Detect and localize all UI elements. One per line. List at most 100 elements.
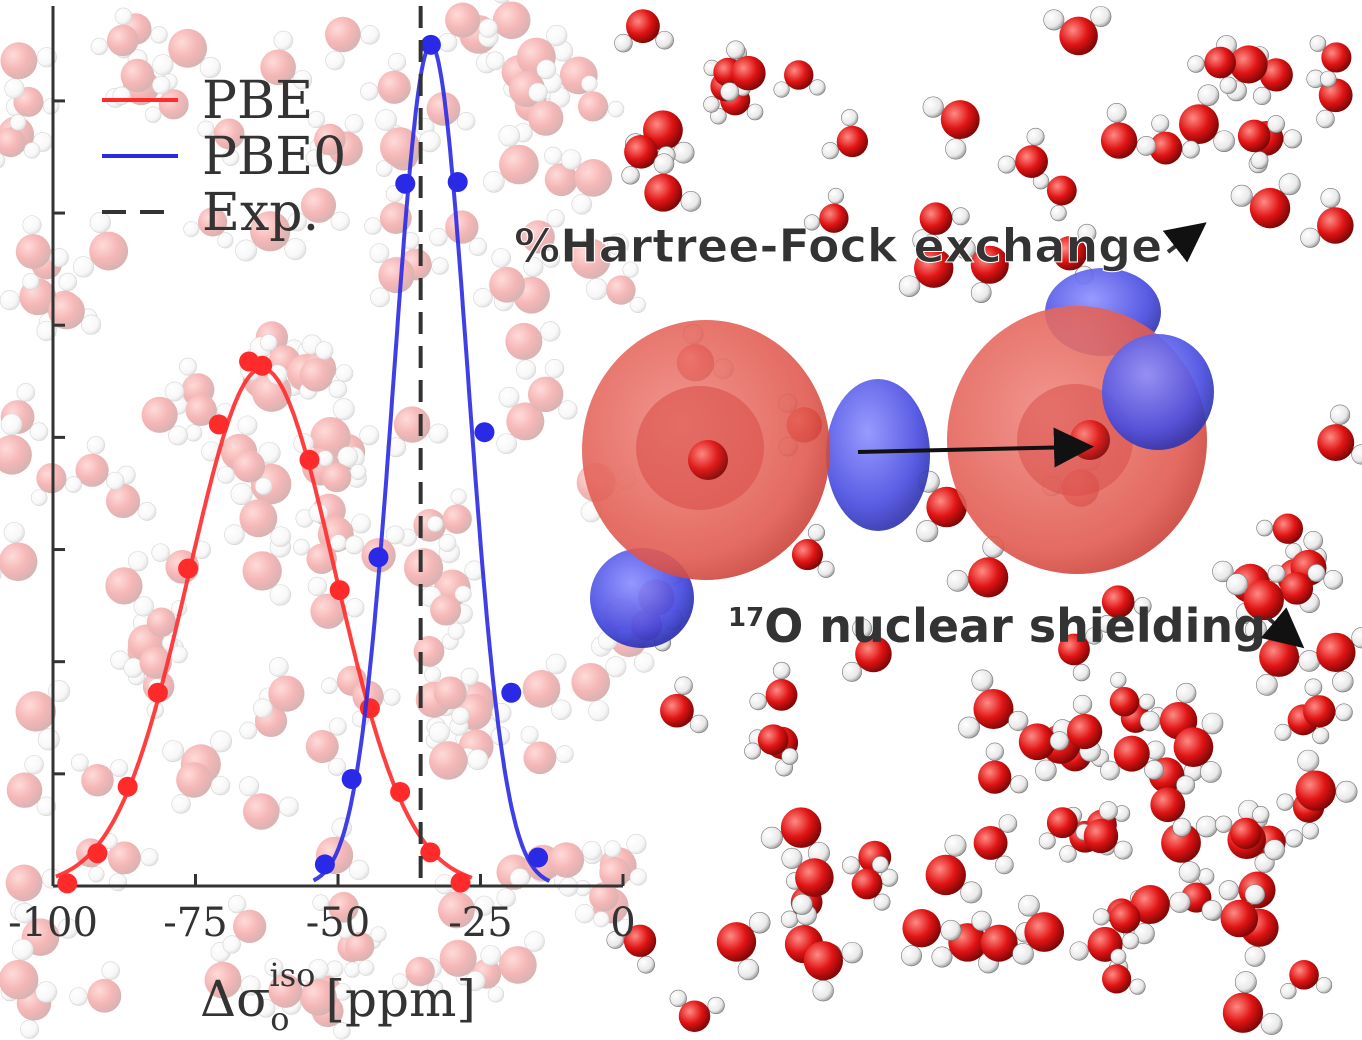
hydrogen-atom <box>1122 932 1140 950</box>
hydrogen-atom <box>4 78 25 99</box>
hydrogen-atom <box>560 149 582 170</box>
data-point <box>420 34 441 55</box>
hydrogen-atom <box>30 489 48 506</box>
hydrogen-atom <box>1256 674 1278 696</box>
water-molecule-faded <box>222 895 267 954</box>
water-molecule <box>1295 749 1358 811</box>
hydrogen-atom <box>330 534 347 551</box>
hydrogen-atom <box>916 520 939 543</box>
hydrogen-atom <box>337 446 359 467</box>
hydrogen-atom <box>1008 710 1029 731</box>
hydrogen-atom <box>150 26 168 44</box>
water-molecule-faded <box>577 75 625 122</box>
hydrogen-atom <box>985 742 1004 761</box>
oxygen-atom <box>1317 424 1355 462</box>
oxygen-atom <box>0 127 26 158</box>
water-molecule <box>1043 6 1112 56</box>
water-molecule <box>744 724 799 765</box>
hydrogen-atom <box>540 321 561 342</box>
hydrogen-atom <box>1172 817 1192 837</box>
hydrogen-atom <box>494 0 510 4</box>
hydrogen-atom <box>1175 682 1197 704</box>
hydrogen-atom <box>29 422 49 441</box>
hydrogen-atom <box>164 381 185 402</box>
hydrogen-atom <box>496 433 518 455</box>
blue-lobe-middle <box>826 379 930 531</box>
hydrogen-atom <box>1100 760 1120 781</box>
oxygen-atom <box>940 100 980 139</box>
hydrogen-atom <box>922 234 941 253</box>
hydrogen-atom <box>268 657 289 677</box>
oxygen-atom <box>1024 912 1065 952</box>
hydrogen-atom <box>515 359 537 380</box>
hydrogen-atom <box>217 232 234 249</box>
data-point <box>501 682 522 703</box>
hydrogen-atom <box>254 477 273 496</box>
hydrogen-atom <box>210 730 233 753</box>
water-molecule <box>803 941 863 1002</box>
oxygen-atom <box>1272 513 1304 544</box>
hydrogen-atom <box>1309 35 1327 52</box>
hydrogen-atom <box>626 833 647 855</box>
water-molecule <box>660 676 709 734</box>
oxygen-atom <box>1237 119 1271 153</box>
hydrogen-atom <box>1267 115 1285 133</box>
hydrogen-atom <box>1139 710 1161 732</box>
hydrogen-atom <box>1133 597 1152 615</box>
oxygen-atom <box>527 376 564 413</box>
oxygen-atom <box>445 210 479 244</box>
oxygen-atom <box>105 567 143 605</box>
hydrogen-atom <box>49 248 69 268</box>
hydrogen-atom <box>1215 815 1233 833</box>
hydrogen-atom <box>487 986 505 1003</box>
water-molecule <box>1173 712 1224 783</box>
hydrogen-atom <box>179 357 197 376</box>
water-molecule <box>997 127 1048 178</box>
hydrogen-atom <box>807 524 825 542</box>
oxygen-atom <box>1280 572 1314 605</box>
water-molecule-faded <box>260 30 313 90</box>
water-molecule-faded <box>521 209 565 268</box>
hydrogen-atom <box>133 596 154 617</box>
water-molecule <box>1109 671 1156 717</box>
oxygen-atom <box>6 772 43 808</box>
hydrogen-atom <box>827 187 844 205</box>
water-molecule <box>1012 894 1065 965</box>
legend-entry: PBE <box>102 71 313 131</box>
water-molecule <box>669 989 725 1032</box>
oxygen-atom <box>660 693 694 728</box>
oxygen-atom <box>299 358 334 392</box>
hydrogen-atom <box>1201 712 1224 735</box>
hydrogen-atom <box>239 776 260 797</box>
hydrogen-atom <box>958 716 980 739</box>
hydrogen-atom <box>65 476 82 493</box>
hydrogen-atom <box>351 513 371 534</box>
water-molecule <box>1058 627 1103 682</box>
water-molecule <box>1149 114 1200 165</box>
water-molecule-faded <box>391 956 444 997</box>
hydrogen-atom <box>1077 223 1097 243</box>
hydrogen-atom <box>307 110 326 129</box>
oxygen-atom <box>970 245 1009 284</box>
hydrogen-atom <box>199 56 221 79</box>
oxygen-atom <box>232 450 266 483</box>
oxygen-atom <box>978 760 1012 794</box>
hydrogen-atom <box>931 946 953 968</box>
oxygen-atom <box>757 724 789 756</box>
water-molecule-faded <box>0 938 58 1003</box>
hydrogen-atom <box>1280 983 1297 1000</box>
data-point <box>390 781 411 802</box>
hydrogen-atom <box>1049 731 1070 751</box>
water-molecule <box>978 742 1029 794</box>
hydrogen-atom <box>1320 187 1341 208</box>
hydrogen-atom <box>523 256 544 278</box>
hydrogen-atom <box>36 796 57 817</box>
hydrogen-atom <box>1329 404 1351 425</box>
water-molecule-faded <box>505 321 561 380</box>
oxygen-atom <box>426 91 461 126</box>
hydrogen-atom <box>1315 977 1333 994</box>
hydrogen-atom <box>841 109 859 127</box>
hydrogen-atom <box>781 747 799 765</box>
isosurface-illustration <box>582 268 1214 648</box>
oxygen-atom <box>1102 964 1132 994</box>
